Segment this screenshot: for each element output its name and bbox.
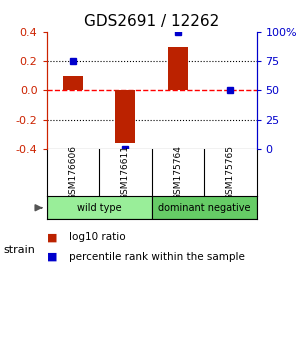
Text: ■: ■ xyxy=(46,252,57,262)
Bar xyxy=(63,76,83,91)
Text: log10 ratio: log10 ratio xyxy=(69,232,126,242)
Text: strain: strain xyxy=(3,245,35,255)
Title: GDS2691 / 12262: GDS2691 / 12262 xyxy=(84,14,219,29)
Text: dominant negative: dominant negative xyxy=(158,203,250,213)
Bar xyxy=(115,91,135,143)
Bar xyxy=(168,46,188,91)
Text: wild type: wild type xyxy=(77,203,121,213)
Bar xyxy=(46,196,152,219)
Text: GSM176606: GSM176606 xyxy=(68,145,77,200)
Text: GSM176611: GSM176611 xyxy=(121,145,130,200)
Text: ■: ■ xyxy=(46,232,57,242)
Text: percentile rank within the sample: percentile rank within the sample xyxy=(69,252,245,262)
Text: GSM175764: GSM175764 xyxy=(173,145,182,200)
Text: GSM175765: GSM175765 xyxy=(226,145,235,200)
Bar xyxy=(152,196,256,219)
